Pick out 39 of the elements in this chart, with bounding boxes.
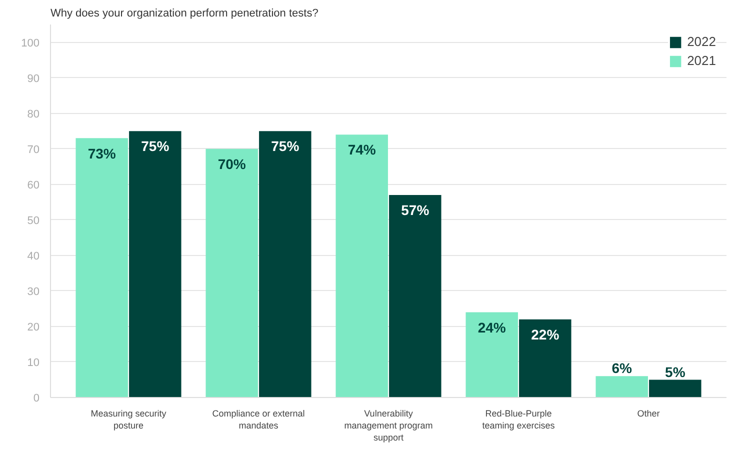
y-tick-label: 20	[27, 321, 40, 334]
bar	[596, 376, 648, 398]
bar	[259, 131, 312, 398]
bar	[76, 138, 128, 398]
y-tick-label: 100	[21, 37, 40, 50]
legend-label: 2021	[687, 53, 716, 68]
bar	[206, 148, 258, 398]
y-tick-label: 40	[27, 250, 40, 262]
data-label: 73%	[88, 145, 116, 162]
bar	[519, 319, 572, 398]
data-label: 57%	[401, 202, 430, 218]
x-tick-label: Compliance or external mandates	[212, 408, 305, 430]
bar	[336, 134, 388, 398]
y-tick-label: 70	[27, 144, 40, 156]
y-tick-label: 30	[27, 286, 40, 298]
chart-title: Why does your organization perform penetration tests?	[50, 8, 318, 20]
x-tick-label: Other	[637, 408, 660, 418]
bar	[129, 131, 182, 398]
y-tick-label: 90	[27, 72, 40, 85]
x-tick-label: Vulnerability management program support	[344, 408, 433, 442]
data-label: 6%	[612, 360, 633, 376]
bar	[466, 312, 518, 398]
legend-label: 2022	[687, 34, 716, 49]
y-tick-label: 50	[27, 214, 40, 227]
data-label: 22%	[531, 326, 560, 342]
bar	[649, 380, 702, 398]
bar	[389, 195, 442, 398]
y-tick-label: 0	[33, 392, 40, 404]
data-label: 74%	[348, 142, 376, 158]
data-label: 24%	[478, 319, 506, 336]
y-tick-label: 60	[27, 179, 40, 192]
x-tick-label: Red-Blue-Purple teaming exercises	[482, 408, 556, 430]
data-label: 75%	[141, 138, 170, 154]
y-tick-label: 10	[27, 356, 40, 369]
data-label: 5%	[665, 364, 686, 380]
data-label: 70%	[218, 156, 246, 172]
x-tick-label: Measuring security posture	[90, 408, 167, 430]
data-label: 75%	[271, 138, 300, 154]
y-tick-label: 80	[27, 108, 40, 120]
